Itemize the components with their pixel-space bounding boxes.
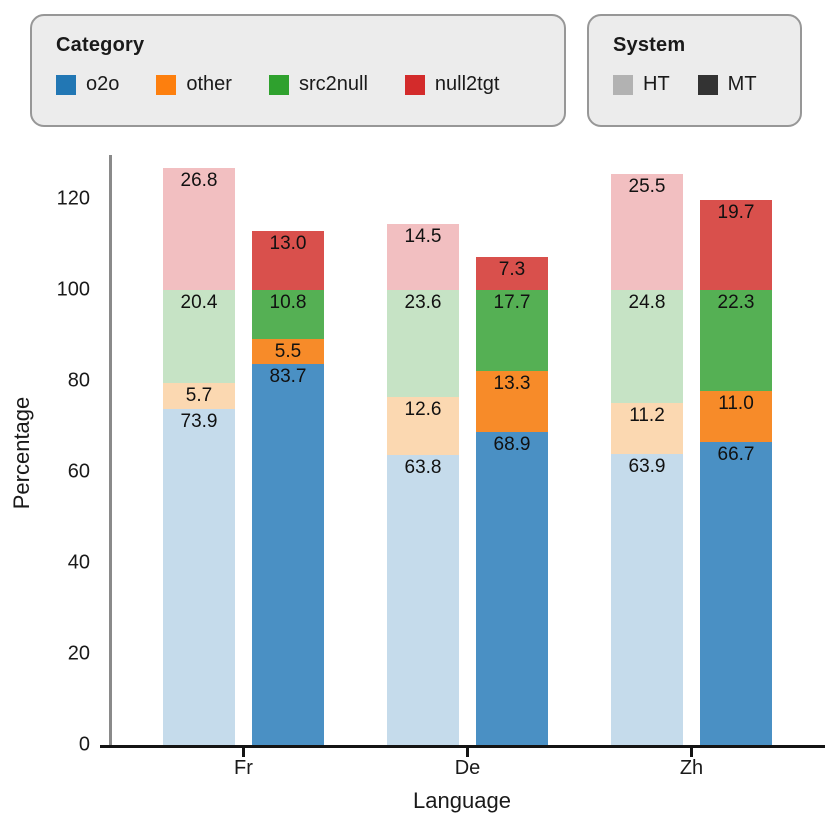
y-tick-label-0: 0: [78, 733, 90, 756]
bar-value-label: 63.8: [404, 456, 442, 478]
x-tick-mark-fr: [242, 748, 245, 757]
bar-segment-src2null-de-ht: 23.6: [387, 290, 459, 398]
bar-segment-o2o-zh-ht: 63.9: [611, 454, 683, 745]
bar-value-label: 24.8: [628, 292, 666, 314]
bar-value-label: 11.2: [629, 405, 665, 427]
legend-system-item-label: HT: [643, 73, 670, 95]
bar-value-label: 17.7: [493, 292, 531, 314]
x-tick-mark-zh: [690, 748, 693, 757]
y-axis-title: Percentage: [9, 396, 34, 510]
legend-category-item-null2tgt: null2tgt: [404, 73, 500, 96]
bar-zh-mt: 66.7 11.0 22.3 19.7: [700, 200, 772, 745]
y-tick-label-120: 120: [56, 187, 90, 210]
bar-segment-null2tgt-de-mt: 7.3: [476, 257, 548, 291]
y-tick-label-100: 100: [56, 278, 90, 301]
bar-segment-other-de-ht: 12.6: [387, 397, 459, 455]
null2tgt-swatch-icon: [404, 74, 425, 95]
legend-category-item-label: o2o: [86, 73, 120, 95]
bar-segment-o2o-zh-mt: 66.7: [700, 441, 772, 745]
legend-category-item-other: other: [156, 73, 232, 96]
bar-segment-o2o-fr-mt: 83.7: [252, 364, 324, 745]
bar-segment-src2null-fr-ht: 20.4: [163, 290, 235, 383]
bar-de-ht: 63.8 12.6 23.6 14.5: [387, 224, 459, 745]
legend-system-items: HT MT: [613, 73, 800, 96]
bar-value-label: 10.8: [269, 292, 307, 314]
y-axis-spine: [109, 155, 112, 747]
bar-value-label: 11.0: [718, 393, 754, 415]
legend-box-category: Category o2o other src2null null2tgt: [30, 14, 566, 127]
x-tick-mark-de: [466, 748, 469, 757]
bar-value-label: 25.5: [628, 176, 666, 198]
bar-segment-null2tgt-fr-ht: 26.8: [163, 168, 235, 291]
legend-system-title: System: [613, 34, 686, 56]
bar-value-label: 83.7: [269, 366, 307, 388]
y-tick-label-40: 40: [67, 551, 90, 574]
bar-segment-other-zh-ht: 11.2: [611, 403, 683, 455]
legend-category-item-o2o: o2o: [56, 73, 119, 96]
legend-system-item-label: MT: [727, 73, 757, 95]
bar-segment-null2tgt-fr-mt: 13.0: [252, 230, 324, 291]
y-tick-label-80: 80: [67, 369, 90, 392]
bar-segment-other-fr-ht: 5.7: [163, 382, 235, 409]
bar-value-label: 68.9: [493, 433, 531, 455]
mt-swatch-icon: [697, 74, 718, 95]
bar-value-label: 73.9: [180, 410, 218, 432]
legend-category-item-label: src2null: [298, 73, 368, 95]
bar-value-label: 5.7: [185, 384, 213, 406]
bar-value-label: 23.6: [404, 292, 442, 313]
o2o-swatch-icon: [56, 74, 76, 95]
x-tick-label-fr: Fr: [234, 757, 253, 779]
legend-category-item-label: null2tgt: [434, 73, 500, 95]
legend-category-title: Category: [56, 34, 145, 56]
bar-segment-null2tgt-zh-ht: 25.5: [611, 174, 683, 291]
x-axis-spine: [100, 745, 825, 748]
legend-system-item-mt: MT: [697, 73, 757, 96]
ht-swatch-icon: [613, 74, 633, 95]
bar-segment-other-zh-mt: 11.0: [700, 391, 772, 442]
bar-fr-mt: 83.7 5.5 10.8 13.0: [252, 230, 324, 745]
bar-fr-ht: 73.9 5.7 20.4 26.8: [163, 168, 235, 745]
bar-segment-null2tgt-zh-mt: 19.7: [700, 200, 772, 290]
bar-value-label: 63.9: [628, 456, 666, 478]
other-swatch-icon: [156, 74, 177, 95]
bar-de-mt: 68.9 13.3 17.7 7.3: [476, 257, 548, 745]
legend-category-item-src2null: src2null: [268, 73, 368, 96]
bar-segment-src2null-de-mt: 17.7: [476, 290, 548, 371]
bar-segment-o2o-fr-ht: 73.9: [163, 408, 235, 745]
bar-segment-src2null-zh-mt: 22.3: [700, 290, 772, 392]
bar-segment-src2null-zh-ht: 24.8: [611, 290, 683, 404]
bar-segment-other-de-mt: 13.3: [476, 371, 548, 432]
bar-segment-o2o-de-mt: 68.9: [476, 431, 548, 745]
legend-category-item-label: other: [186, 73, 232, 95]
x-tick-label-de: De: [454, 757, 481, 779]
bar-value-label: 26.8: [180, 170, 218, 192]
y-tick-label-20: 20: [67, 642, 90, 665]
legend-box-system: System HT MT: [587, 14, 802, 127]
bar-value-label: 66.7: [717, 443, 755, 465]
bar-value-label: 13.3: [493, 373, 531, 394]
bar-value-label: 20.4: [180, 292, 218, 314]
bar-value-label: 12.6: [404, 399, 442, 421]
y-tick-label-60: 60: [67, 460, 90, 483]
x-axis-title: Language: [413, 788, 511, 813]
bar-value-label: 14.5: [404, 226, 442, 248]
bar-value-label: 22.3: [717, 292, 755, 313]
bar-zh-ht: 63.9 11.2 24.8 25.5: [611, 174, 683, 745]
bar-segment-null2tgt-de-ht: 14.5: [387, 224, 459, 290]
bar-segment-src2null-fr-mt: 10.8: [252, 290, 324, 340]
bar-segment-other-fr-mt: 5.5: [252, 339, 324, 365]
bar-value-label: 13.0: [269, 232, 307, 254]
bar-value-label: 19.7: [717, 202, 755, 224]
bar-segment-o2o-de-ht: 63.8: [387, 454, 459, 745]
legend-category-items: o2o other src2null null2tgt: [56, 73, 564, 96]
x-tick-label-zh: Zh: [679, 757, 704, 779]
src2null-swatch-icon: [268, 74, 289, 95]
bar-value-label: 5.5: [274, 341, 302, 363]
bar-value-label: 7.3: [498, 259, 526, 281]
legend-system-item-ht: HT: [613, 73, 670, 96]
